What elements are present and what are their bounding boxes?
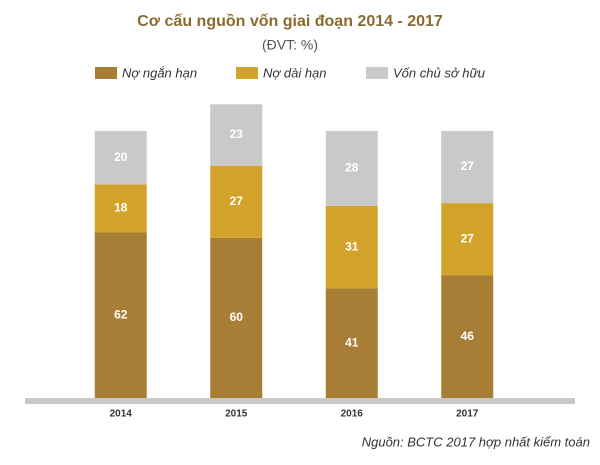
chart-title: Cơ cấu nguồn vốn giai đoạn 2014 - 2017 bbox=[137, 13, 443, 30]
data-label: 23 bbox=[230, 127, 244, 141]
bar-segment bbox=[325, 205, 378, 289]
data-label: 28 bbox=[345, 161, 359, 175]
data-label: 20 bbox=[114, 150, 128, 164]
legend-label: Nợ dài hạn bbox=[263, 65, 327, 80]
bar-segment bbox=[441, 131, 494, 204]
bar-segment bbox=[210, 237, 263, 398]
legend-swatch bbox=[95, 67, 117, 79]
bar-segment bbox=[94, 131, 147, 185]
chart-subtitle: (ĐVT: %) bbox=[262, 37, 318, 53]
legend-label: Nợ ngắn hạn bbox=[122, 65, 197, 80]
baseline bbox=[25, 398, 575, 404]
data-label: 18 bbox=[114, 201, 128, 215]
data-label: 46 bbox=[461, 329, 475, 343]
data-label: 27 bbox=[230, 194, 244, 208]
source-note: Nguồn: BCTC 2017 hợp nhất kiểm toán bbox=[362, 434, 590, 449]
data-label: 27 bbox=[461, 159, 475, 173]
bar-segment bbox=[94, 232, 147, 398]
bar-segment bbox=[210, 165, 263, 238]
legend-label: Vốn chủ sở hữu bbox=[393, 65, 485, 80]
data-label: 27 bbox=[461, 231, 475, 245]
data-label: 41 bbox=[345, 335, 359, 349]
bar-segment bbox=[325, 288, 378, 398]
bar-segment bbox=[441, 275, 494, 398]
x-tick-label: 2017 bbox=[456, 409, 479, 420]
bar-segment bbox=[325, 131, 378, 206]
bar-segment bbox=[94, 184, 147, 233]
x-tick-label: 2015 bbox=[225, 409, 248, 420]
x-tick-label: 2016 bbox=[341, 409, 364, 420]
bar-segment bbox=[441, 203, 494, 276]
data-label: 62 bbox=[114, 307, 128, 321]
legend-swatch bbox=[236, 67, 258, 79]
legend-swatch bbox=[366, 67, 388, 79]
bar-segment bbox=[210, 104, 263, 166]
data-label: 31 bbox=[345, 239, 359, 253]
x-tick-label: 2014 bbox=[110, 409, 133, 420]
data-label: 60 bbox=[230, 310, 244, 324]
